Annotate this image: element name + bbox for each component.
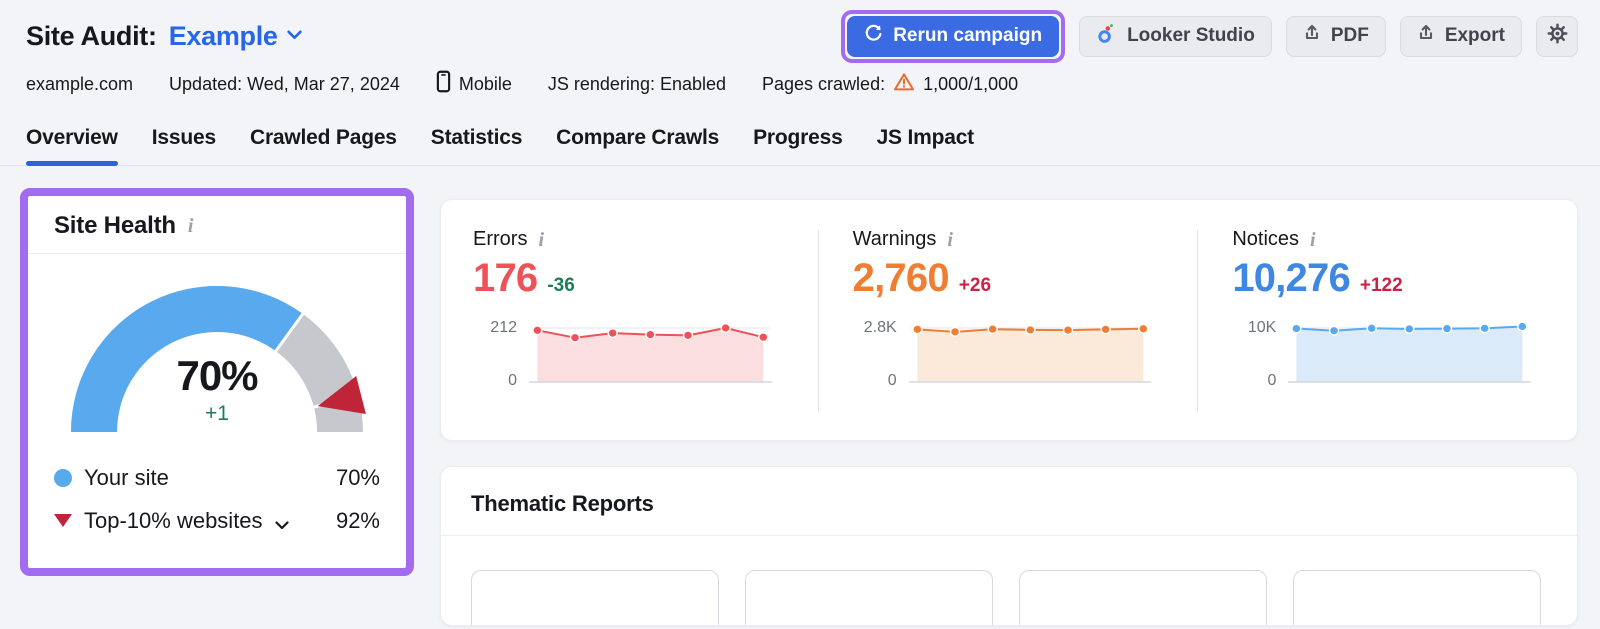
tab-js-impact[interactable]: JS Impact [876, 126, 975, 149]
export-label: Export [1444, 25, 1505, 46]
y-axis-labels: 212 0 [490, 319, 517, 389]
errors-delta: -36 [547, 275, 575, 296]
export-up-icon [1417, 24, 1435, 48]
thematic-report-card[interactable] [1019, 570, 1267, 625]
tab-statistics[interactable]: Statistics [430, 126, 523, 149]
warnings-delta: +26 [958, 275, 992, 296]
red-triangle-down-marker [54, 514, 72, 527]
errors-title: Errors [473, 228, 528, 250]
legend-row-your-site: Your site 70% [54, 456, 380, 499]
thematic-reports-title: Thematic Reports [471, 491, 654, 516]
warning-triangle-icon [893, 72, 915, 97]
thematic-report-card[interactable] [1293, 570, 1541, 625]
chevron-down-icon [286, 27, 302, 45]
project-name: Example [168, 20, 278, 51]
tab-progress[interactable]: Progress [753, 126, 843, 149]
thematic-report-row [471, 570, 1547, 625]
legend-row-benchmark[interactable]: Top-10% websites 92% [54, 499, 380, 542]
export-up-icon [1303, 24, 1321, 48]
pdf-label: PDF [1330, 25, 1369, 46]
rerun-campaign-button[interactable]: Rerun campaign [847, 15, 1060, 57]
site-health-widget: Site Health i 70% +1 Your site 70% [28, 196, 406, 568]
settings-button[interactable] [1536, 15, 1578, 57]
pdf-button[interactable]: PDF [1285, 15, 1386, 57]
chevron-down-icon [274, 510, 289, 536]
divider [1197, 230, 1199, 412]
notices-delta: +122 [1359, 275, 1403, 296]
thematic-report-card[interactable] [745, 570, 993, 625]
divider [817, 230, 819, 412]
project-selector[interactable]: Example [169, 21, 302, 52]
updated-text: Updated: Wed, Mar 27, 2024 [169, 73, 400, 94]
issues-metrics-card: Errors i 176 -36 212 0 [440, 199, 1578, 441]
legend-label: Your site [84, 464, 169, 490]
pages-crawled: Pages crawled: 1,000/1,000 [762, 72, 1018, 97]
thematic-report-card[interactable] [471, 570, 719, 625]
looker-studio-icon [1096, 23, 1117, 50]
errors-metric: Errors i 176 -36 212 0 [441, 228, 818, 440]
info-icon[interactable]: i [538, 228, 545, 251]
looker-studio-button[interactable]: Looker Studio [1079, 15, 1272, 57]
rerun-campaign-label: Rerun campaign [893, 25, 1043, 46]
site-health-score: 70% [176, 352, 258, 399]
warnings-sparkline-chart [908, 316, 1152, 390]
site-health-gauge: 70% +1 [57, 268, 377, 440]
right-column: Errors i 176 -36 212 0 [440, 199, 1578, 626]
gauge-chart [57, 268, 377, 445]
title-group: Site Audit: Example [26, 21, 302, 52]
notices-count: 10,276 [1232, 256, 1350, 300]
thematic-reports-card: Thematic Reports [440, 466, 1578, 626]
refresh-icon [864, 24, 883, 49]
legend-label: Top-10% websites [84, 507, 263, 533]
pages-crawled-label: Pages crawled: [762, 73, 886, 94]
gear-icon [1546, 22, 1569, 51]
header-actions: Rerun campaign Looker Studio [841, 9, 1578, 63]
campaign-meta-bar: example.com Updated: Wed, Mar 27, 2024 M… [0, 62, 1600, 98]
errors-count: 176 [473, 256, 538, 300]
highlight-box-site-health: Site Health i 70% +1 Your site 70% [20, 188, 414, 576]
domain-text: example.com [26, 73, 134, 94]
y-axis-labels: 2.8K 0 [863, 319, 897, 389]
pages-crawled-value: 1,000/1,000 [923, 73, 1019, 94]
overview-content: Site Health i 70% +1 Your site 70% [0, 166, 1600, 626]
top-bar: Site Audit: Example Rerun campaign [0, 0, 1600, 63]
tab-crawled-pages[interactable]: Crawled Pages [249, 126, 397, 149]
tab-compare-crawls[interactable]: Compare Crawls [556, 126, 720, 149]
warnings-title: Warnings [852, 228, 937, 250]
info-icon[interactable]: i [187, 215, 194, 237]
y-axis-labels: 10K 0 [1247, 319, 1277, 389]
legend-value: 92% [335, 507, 380, 533]
errors-sparkline-chart [529, 316, 772, 390]
site-health-delta: +1 [205, 402, 229, 425]
device-mobile: Mobile [436, 70, 512, 98]
divider [441, 535, 1577, 536]
tab-overview[interactable]: Overview [26, 126, 118, 166]
blue-dot-marker [54, 468, 72, 487]
warnings-metric: Warnings i 2,760 +26 2.8K 0 [819, 228, 1198, 440]
info-icon[interactable]: i [947, 228, 953, 251]
export-button[interactable]: Export [1399, 15, 1522, 57]
legend-value: 70% [335, 464, 380, 490]
highlight-box-rerun: Rerun campaign [841, 9, 1066, 63]
looker-studio-label: Looker Studio [1127, 25, 1255, 46]
tab-bar: Overview Issues Crawled Pages Statistics… [0, 126, 1600, 166]
page-title: Site Audit: [26, 20, 157, 51]
info-icon[interactable]: i [1310, 228, 1316, 251]
notices-title: Notices [1232, 228, 1300, 250]
mobile-phone-icon [436, 70, 451, 98]
device-label: Mobile [458, 73, 512, 94]
notices-sparkline-chart [1288, 316, 1532, 390]
notices-metric: Notices i 10,276 +122 10K 0 [1198, 228, 1577, 440]
site-health-legend: Your site 70% Top-10% websites 92% [28, 440, 406, 542]
js-rendering-text: JS rendering: Enabled [547, 73, 727, 94]
warnings-count: 2,760 [852, 256, 950, 300]
site-health-title: Site Health [54, 212, 176, 239]
tab-issues[interactable]: Issues [151, 126, 216, 149]
